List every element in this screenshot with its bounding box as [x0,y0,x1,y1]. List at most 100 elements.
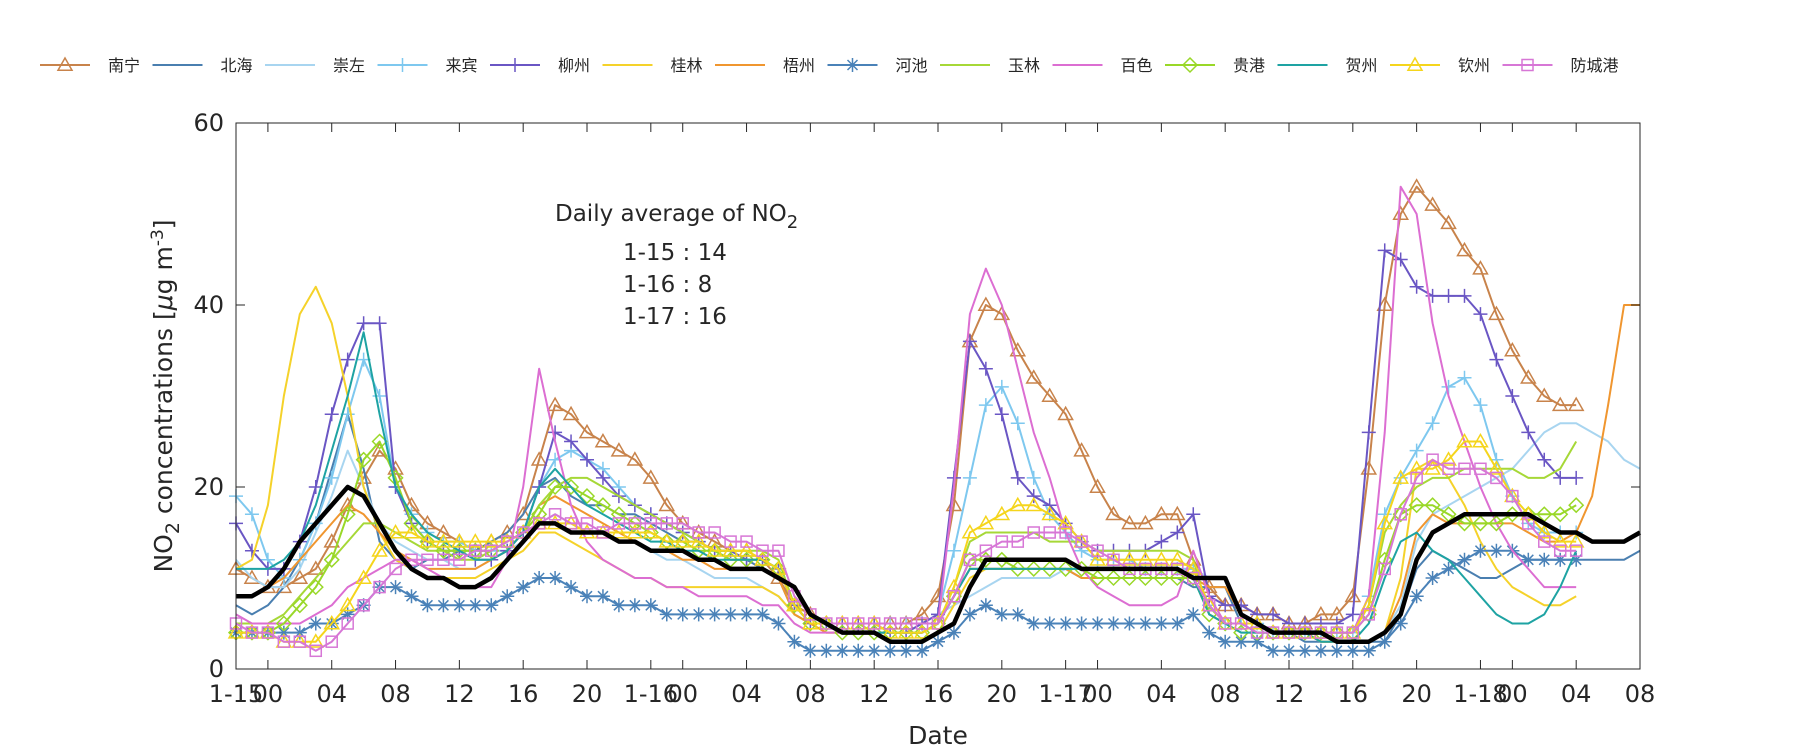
data-point [643,598,658,613]
legend-item: 来宾 [377,56,478,75]
legend-marker [395,58,410,72]
data-point [1042,498,1057,513]
data-point [468,598,483,613]
data-point [1537,552,1552,567]
data-point [692,526,705,539]
data-point [1329,616,1344,631]
data-point [946,543,961,558]
y-label-prefix: NO [149,534,178,572]
data-point [994,379,1009,394]
x-tick-label: 12 [1274,680,1305,708]
series-line [235,185,1577,625]
series-6 [235,285,1577,643]
data-point [1025,369,1043,384]
data-point [771,616,786,631]
data-point [675,607,690,622]
data-point [356,316,371,331]
data-point [787,634,802,649]
data-point [1266,643,1281,658]
data-point [1376,514,1394,530]
data-point [1170,525,1185,540]
data-point [1057,514,1074,530]
data-point [514,505,532,521]
data-point [1504,341,1521,357]
data-point [786,596,803,612]
data-point [1041,560,1058,577]
data-point [482,533,500,548]
data-point [1489,352,1504,367]
data-point [548,571,563,585]
data-point [1457,370,1472,385]
x-tick-label: 16 [508,680,539,708]
data-point [1313,643,1328,658]
x-tick-label: 1-15 [209,680,263,708]
x-tick-label: 00 [1497,680,1528,708]
legend-label: 南宁 [108,56,140,75]
data-point [1440,214,1457,230]
data-point [1472,432,1489,448]
x-tick-label: 08 [1210,680,1241,708]
data-point [1408,497,1425,514]
data-point [372,389,387,403]
legend-item: 崇左 [265,56,365,75]
data-point [1106,616,1121,631]
data-point [913,624,931,639]
y-tick-label: 20 [193,473,224,501]
data-point [1551,396,1569,412]
data-point [628,517,642,530]
data-point [404,589,419,604]
data-point [1010,607,1025,622]
annotation-line: 1-17 : 16 [623,304,727,330]
data-point [244,543,259,558]
data-point [1025,560,1042,577]
data-point [1089,569,1106,587]
data-point [993,551,1010,568]
legend-marker [1521,58,1534,72]
data-point [1218,598,1233,613]
data-point [931,617,945,630]
data-point [1392,469,1409,484]
legend-label: 来宾 [446,56,478,75]
legend-label: 崇左 [333,56,365,75]
x-tick-label: 00 [667,680,698,708]
data-point [1538,535,1551,548]
data-point [578,488,596,505]
data-point [564,517,578,530]
data-point [308,616,323,631]
data-point [339,596,356,612]
x-tick-label: 12 [444,680,475,708]
data-point [452,598,467,613]
data-point [1535,387,1553,402]
data-point [1010,470,1025,485]
y-label-middle: concentrations [ [149,310,178,522]
data-point [1059,526,1072,539]
data-point [261,626,275,639]
data-point [1153,551,1170,566]
data-point [1137,551,1154,566]
data-point [724,535,737,548]
data-point [947,589,961,603]
data-point [1344,587,1362,603]
data-point [1442,462,1455,476]
legend-label: 柳州 [558,56,590,75]
legend-item: 河池 [827,56,928,75]
legend-item: 梧州 [715,56,815,75]
legend-item: 南宁 [40,56,140,75]
data-point [978,398,993,413]
data-point [1569,552,1584,567]
data-point [498,523,516,539]
data-point [1377,507,1392,522]
data-point [1521,425,1536,440]
data-point [962,334,977,349]
legend-label: 贵港 [1233,56,1265,75]
data-point [1522,517,1535,530]
data-point [341,617,354,630]
data-point [1009,496,1027,512]
data-point [516,580,531,595]
data-point [1154,534,1169,549]
data-point [802,615,819,632]
y-label-suffix: ] [149,219,178,229]
data-point [945,588,963,605]
data-point [1552,506,1569,523]
legend-item: 北海 [152,56,253,75]
